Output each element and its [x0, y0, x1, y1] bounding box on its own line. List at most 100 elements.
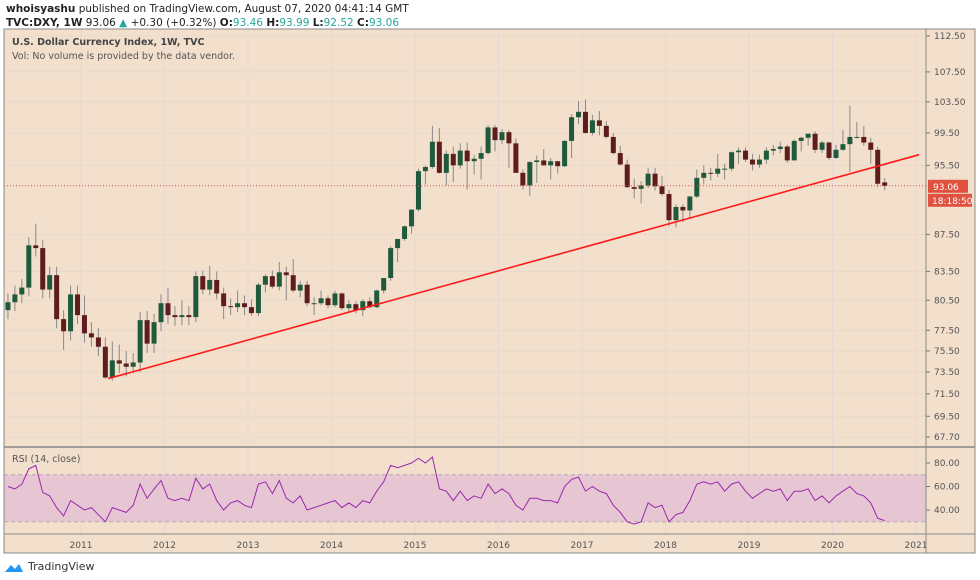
tradingview-logo[interactable]: TradingView [4, 560, 94, 573]
close-label: C: [357, 17, 369, 29]
candle-down [708, 172, 714, 174]
candle-up [756, 159, 762, 165]
candle-up [548, 161, 554, 166]
high-label: H: [266, 17, 280, 29]
candle-up [527, 162, 533, 186]
candle-down [81, 315, 87, 334]
candle-down [666, 193, 672, 221]
time-axis-label: 2019 [738, 541, 761, 551]
price-axis-label: 83.50 [934, 267, 960, 277]
candle-down [339, 293, 345, 309]
candle-down [304, 284, 310, 304]
chart-border [3, 28, 976, 554]
candle-down [269, 276, 275, 287]
trendline [108, 153, 920, 380]
candle-up [722, 168, 728, 170]
candle-up [701, 172, 707, 178]
candle-down [861, 136, 867, 143]
low-value: 92.52 [323, 17, 354, 29]
candle-down [290, 275, 296, 291]
candle-down [33, 245, 39, 249]
candle-up [402, 226, 408, 239]
time-axis-label: 2017 [571, 541, 594, 551]
candle-up [415, 171, 421, 210]
chart-title: U.S. Dollar Currency Index, 1W, TVC [12, 37, 205, 48]
candle-up [235, 303, 241, 308]
candle-up [47, 275, 53, 290]
candle-down [367, 301, 373, 308]
candle-up [798, 137, 804, 141]
price-axis-label: 103.50 [934, 98, 966, 108]
candle-up [388, 248, 394, 279]
candle-down [610, 136, 616, 154]
candle-down [172, 315, 178, 318]
candle-down [520, 172, 526, 186]
candle-up [109, 360, 115, 378]
symbol: TVC:DXY, 1W [6, 17, 83, 29]
candle-up [770, 148, 776, 151]
candle-up [395, 238, 401, 249]
candle-up [68, 294, 74, 332]
candle-up [443, 153, 449, 173]
candle-up [374, 290, 380, 308]
candle-up [576, 111, 582, 118]
candle-down [186, 315, 192, 318]
price-axis-label: 87.50 [934, 230, 960, 240]
candle-down [221, 293, 227, 307]
time-axis-label: 2013 [237, 541, 260, 551]
published-text: published on TradingView.com, August 07,… [78, 3, 409, 15]
candle-up [26, 245, 32, 288]
candle-down [506, 132, 512, 144]
candle-down [61, 319, 67, 332]
candle-down [248, 307, 254, 314]
candle-up [179, 315, 185, 318]
candle-down [652, 173, 658, 187]
candle-down [102, 346, 108, 378]
countdown-badge: 18:18:50 [932, 197, 973, 207]
author[interactable]: whoisyashu [6, 3, 76, 15]
candle-up [763, 150, 769, 160]
candle-up [255, 284, 261, 314]
candle-up [381, 278, 387, 291]
candle-down [492, 127, 498, 141]
rsi-axis-label: 40.00 [934, 506, 960, 516]
time-axis-label: 2014 [320, 541, 343, 551]
candle-down [812, 133, 818, 150]
candle-up [791, 140, 797, 161]
candle-up [276, 272, 282, 287]
candle-up [360, 301, 366, 311]
candle-down [464, 150, 470, 162]
candle-up [297, 284, 303, 291]
candle-down [882, 182, 888, 186]
candle-up [805, 133, 811, 138]
candle-up [569, 117, 575, 141]
time-axis-label: 2020 [821, 541, 844, 551]
candle-down [123, 363, 129, 367]
countdown-badge-bg [928, 193, 972, 207]
candle-down [743, 150, 749, 160]
candle-up [19, 287, 25, 295]
candle-down [631, 187, 637, 189]
rsi-axis-label: 60.00 [934, 483, 960, 493]
candle-up [589, 120, 595, 133]
candle-up [673, 206, 679, 221]
candle-up [457, 150, 463, 166]
candle-up [137, 320, 143, 363]
candle-up [687, 196, 693, 211]
candle-down [54, 275, 60, 320]
price-axis-label: 80.50 [934, 296, 960, 306]
candle-down [749, 159, 755, 165]
candle-up [694, 177, 700, 197]
candle-up [777, 146, 783, 149]
rsi-title: RSI (14, close) [12, 454, 81, 465]
candle-up [562, 140, 568, 167]
candle-up [485, 127, 491, 154]
candle-down [659, 186, 665, 194]
candle-up [207, 279, 213, 290]
change: +0.30 (+0.32%) [130, 17, 217, 29]
candle-down [624, 164, 630, 188]
candle-down [283, 272, 289, 276]
candle-down [555, 161, 561, 167]
price-badge-bg [928, 179, 968, 193]
